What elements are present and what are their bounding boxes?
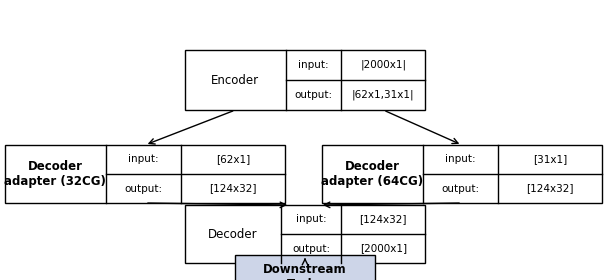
Text: output:: output: xyxy=(295,90,332,100)
Bar xyxy=(235,255,375,280)
Text: [124x32]: [124x32] xyxy=(359,214,407,225)
Text: input:: input: xyxy=(296,214,326,225)
Text: |2000x1|: |2000x1| xyxy=(360,60,406,70)
Text: Decoder
adapter (32CG): Decoder adapter (32CG) xyxy=(4,160,106,188)
Text: output:: output: xyxy=(124,183,162,193)
Text: [124x32]: [124x32] xyxy=(209,183,257,193)
Text: input:: input: xyxy=(298,60,329,70)
Bar xyxy=(322,145,602,203)
Text: [124x32]: [124x32] xyxy=(526,183,574,193)
Text: input:: input: xyxy=(128,155,159,165)
Text: [62x1]: [62x1] xyxy=(216,155,250,165)
Bar xyxy=(5,145,285,203)
Text: Downstream
Tasks: Downstream Tasks xyxy=(263,263,347,280)
Text: Decoder: Decoder xyxy=(208,227,258,241)
Text: Encoder: Encoder xyxy=(211,74,259,87)
Text: Decoder
adapter (64CG): Decoder adapter (64CG) xyxy=(321,160,423,188)
Text: [2000x1]: [2000x1] xyxy=(360,244,407,253)
Text: output:: output: xyxy=(292,244,330,253)
Text: [31x1]: [31x1] xyxy=(533,155,567,165)
Text: |62x1,31x1|: |62x1,31x1| xyxy=(352,90,415,100)
Text: input:: input: xyxy=(445,155,476,165)
Text: output:: output: xyxy=(442,183,479,193)
Bar xyxy=(185,50,425,110)
Bar xyxy=(185,205,425,263)
